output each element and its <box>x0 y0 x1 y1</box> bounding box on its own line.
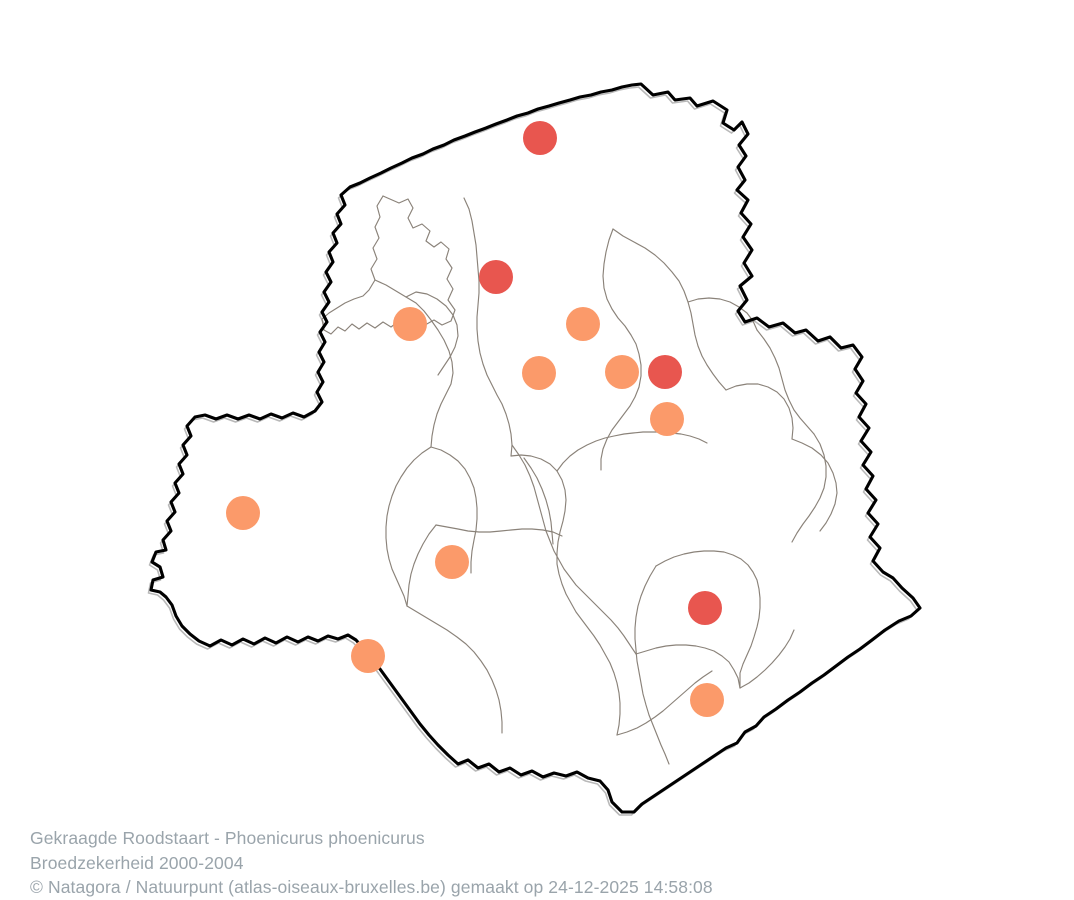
caption-credit: © Natagora / Natuurpunt (atlas-oiseaux-b… <box>30 877 713 897</box>
observation-dot-waarschijnlijk[interactable] <box>522 356 556 390</box>
observation-dot-waarschijnlijk[interactable] <box>566 307 600 341</box>
observation-dot-layer[interactable] <box>226 121 724 717</box>
observation-dot-waarschijnlijk[interactable] <box>435 545 469 579</box>
caption-block: Gekraagde Roodstaart - Phoenicurus phoen… <box>30 826 713 900</box>
observation-dot-waarschijnlijk[interactable] <box>351 639 385 673</box>
observation-dot-waarschijnlijk[interactable] <box>690 683 724 717</box>
region-border-shadow <box>147 86 919 816</box>
observation-dot-zeker[interactable] <box>479 260 513 294</box>
observation-dot-waarschijnlijk[interactable] <box>650 402 684 436</box>
observation-dot-waarschijnlijk[interactable] <box>605 355 639 389</box>
observation-dot-zeker[interactable] <box>648 355 682 389</box>
caption-metric: Broedzekerheid 2000-2004 <box>30 852 244 873</box>
caption-species: Gekraagde Roodstaart - Phoenicurus phoen… <box>30 828 425 848</box>
observation-dot-waarschijnlijk[interactable] <box>226 496 260 530</box>
observation-dot-zeker[interactable] <box>688 591 722 625</box>
commune-boundaries <box>321 195 838 765</box>
region-outer-border <box>149 82 922 814</box>
observation-dot-waarschijnlijk[interactable] <box>393 307 427 341</box>
observation-dot-zeker[interactable] <box>523 121 557 155</box>
